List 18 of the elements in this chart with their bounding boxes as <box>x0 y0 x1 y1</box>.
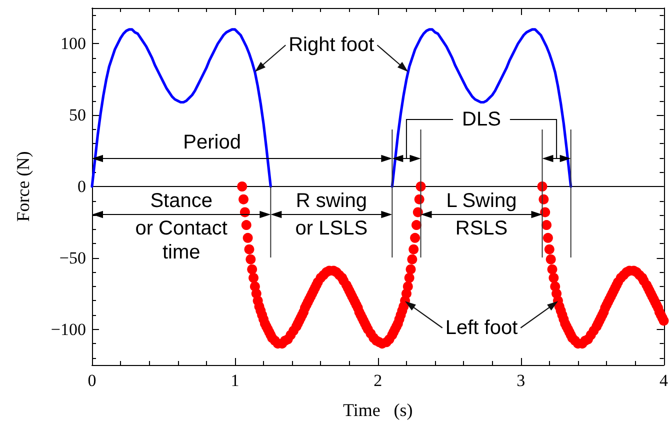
y-tick-label: 50 <box>69 106 86 125</box>
y-tick-label: 100 <box>60 34 86 54</box>
x-axis-title: Time (s) <box>342 400 413 420</box>
x-tick-label: 3 <box>516 371 526 390</box>
annotation: L Swing RSLS <box>446 190 517 240</box>
annotation: DLS <box>462 108 501 130</box>
annotation: Stance or Contact time <box>135 190 228 264</box>
series-label: Right foot <box>288 34 375 56</box>
y-tick-label: −100 <box>50 320 86 339</box>
y-tick-label: −50 <box>59 248 86 268</box>
annotation: R swing or LSLS <box>295 190 368 240</box>
x-tick-label: 1 <box>230 371 240 390</box>
y-tick-label: 0 <box>78 177 86 196</box>
series-label: Left foot <box>445 316 518 339</box>
annotation: Period <box>183 132 241 154</box>
y-axis-title: Force (N) <box>13 151 33 222</box>
x-tick-label: 2 <box>374 371 382 390</box>
x-tick-label: 4 <box>660 371 668 390</box>
